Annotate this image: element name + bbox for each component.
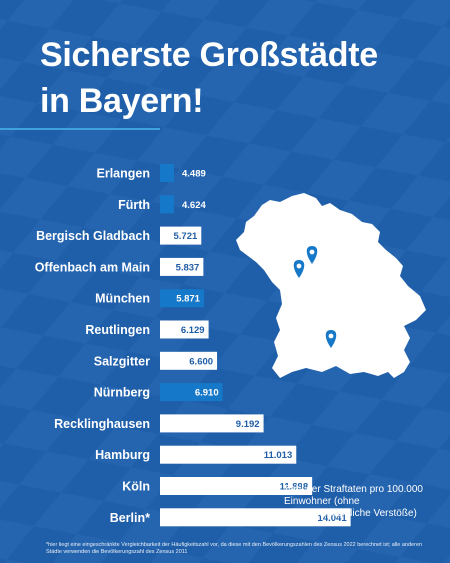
- category-label-münchen: München: [95, 292, 150, 306]
- value-label-nürnberg: 6.910: [195, 388, 219, 399]
- bar-münchen: [160, 289, 204, 308]
- page-title: Sicherste Großstädte in Bayern!: [40, 32, 420, 124]
- value-label-köln: 11.898: [280, 482, 309, 493]
- bavaria-shape: [236, 193, 426, 378]
- bar-hamburg: [160, 445, 297, 464]
- category-label-nürnberg: Nürnberg: [94, 386, 150, 400]
- value-label-bergisch-gladbach: 5.721: [173, 231, 197, 242]
- bar-reutlingen: [160, 320, 209, 339]
- bar-berlin: [160, 508, 351, 527]
- bar-offenbach-am-main: [160, 257, 204, 276]
- bar-salzgitter: [160, 351, 218, 370]
- bar-köln: [160, 477, 313, 495]
- category-label-bergisch-gladbach: Bergisch Gladbach: [36, 229, 150, 243]
- title-line-2: in Bayern!: [40, 82, 204, 120]
- map-pin-dot: [328, 333, 334, 339]
- bar-erlangen: [160, 164, 174, 182]
- value-label-münchen: 5.871: [176, 294, 200, 305]
- map-pin-fuerth-icon: [293, 260, 305, 278]
- value-label-fürth: 4.624: [182, 200, 206, 211]
- category-label-köln: Köln: [122, 480, 150, 494]
- map-pins: [293, 246, 337, 348]
- value-label-hamburg: 11.013: [264, 450, 293, 461]
- category-label-offenbach-am-main: Offenbach am Main: [35, 260, 150, 274]
- value-label-erlangen: 4.489: [182, 169, 206, 180]
- category-label-hamburg: Hamburg: [95, 448, 150, 462]
- city-label-muenchen: München: [310, 344, 360, 358]
- value-label-recklinghausen: 9.192: [236, 419, 260, 430]
- category-label-fürth: Fürth: [118, 198, 150, 212]
- title-underline: [0, 128, 160, 130]
- footnote: *hier liegt eine eingeschränkte Vergleic…: [46, 542, 423, 555]
- value-label-reutlingen: 6.129: [181, 325, 205, 336]
- map-pin-erlangen-icon: [306, 246, 318, 264]
- value-label-offenbach-am-main: 5.837: [176, 262, 200, 273]
- bar-recklinghausen: [160, 414, 264, 433]
- value-label-salzgitter: 6.600: [189, 356, 213, 367]
- bar-fürth: [160, 195, 174, 214]
- title-line-1: Sicherste Großstädte: [40, 36, 378, 74]
- city-label-fuerth: Fürth: [308, 266, 337, 280]
- city-label-erlangen: Erlangen: [320, 251, 369, 265]
- category-label-erlangen: Erlangen: [97, 167, 151, 181]
- map-pin-muenchen-icon: [325, 330, 337, 348]
- map-pin-dot: [309, 249, 315, 255]
- legend-note: Zahl der Straftaten pro 100.000 Einwohne…: [284, 484, 423, 519]
- category-label-reutlingen: Reutlingen: [85, 323, 150, 337]
- bar-nürnberg: [160, 383, 223, 402]
- value-label-berlin: 14.041: [318, 513, 348, 524]
- category-label-recklinghausen: Recklinghausen: [54, 417, 150, 431]
- bar-bergisch-gladbach: [160, 226, 202, 245]
- category-label-salzgitter: Salzgitter: [94, 354, 150, 368]
- category-label-berlin: Berlin*: [110, 511, 150, 525]
- map-pin-dot: [296, 263, 302, 269]
